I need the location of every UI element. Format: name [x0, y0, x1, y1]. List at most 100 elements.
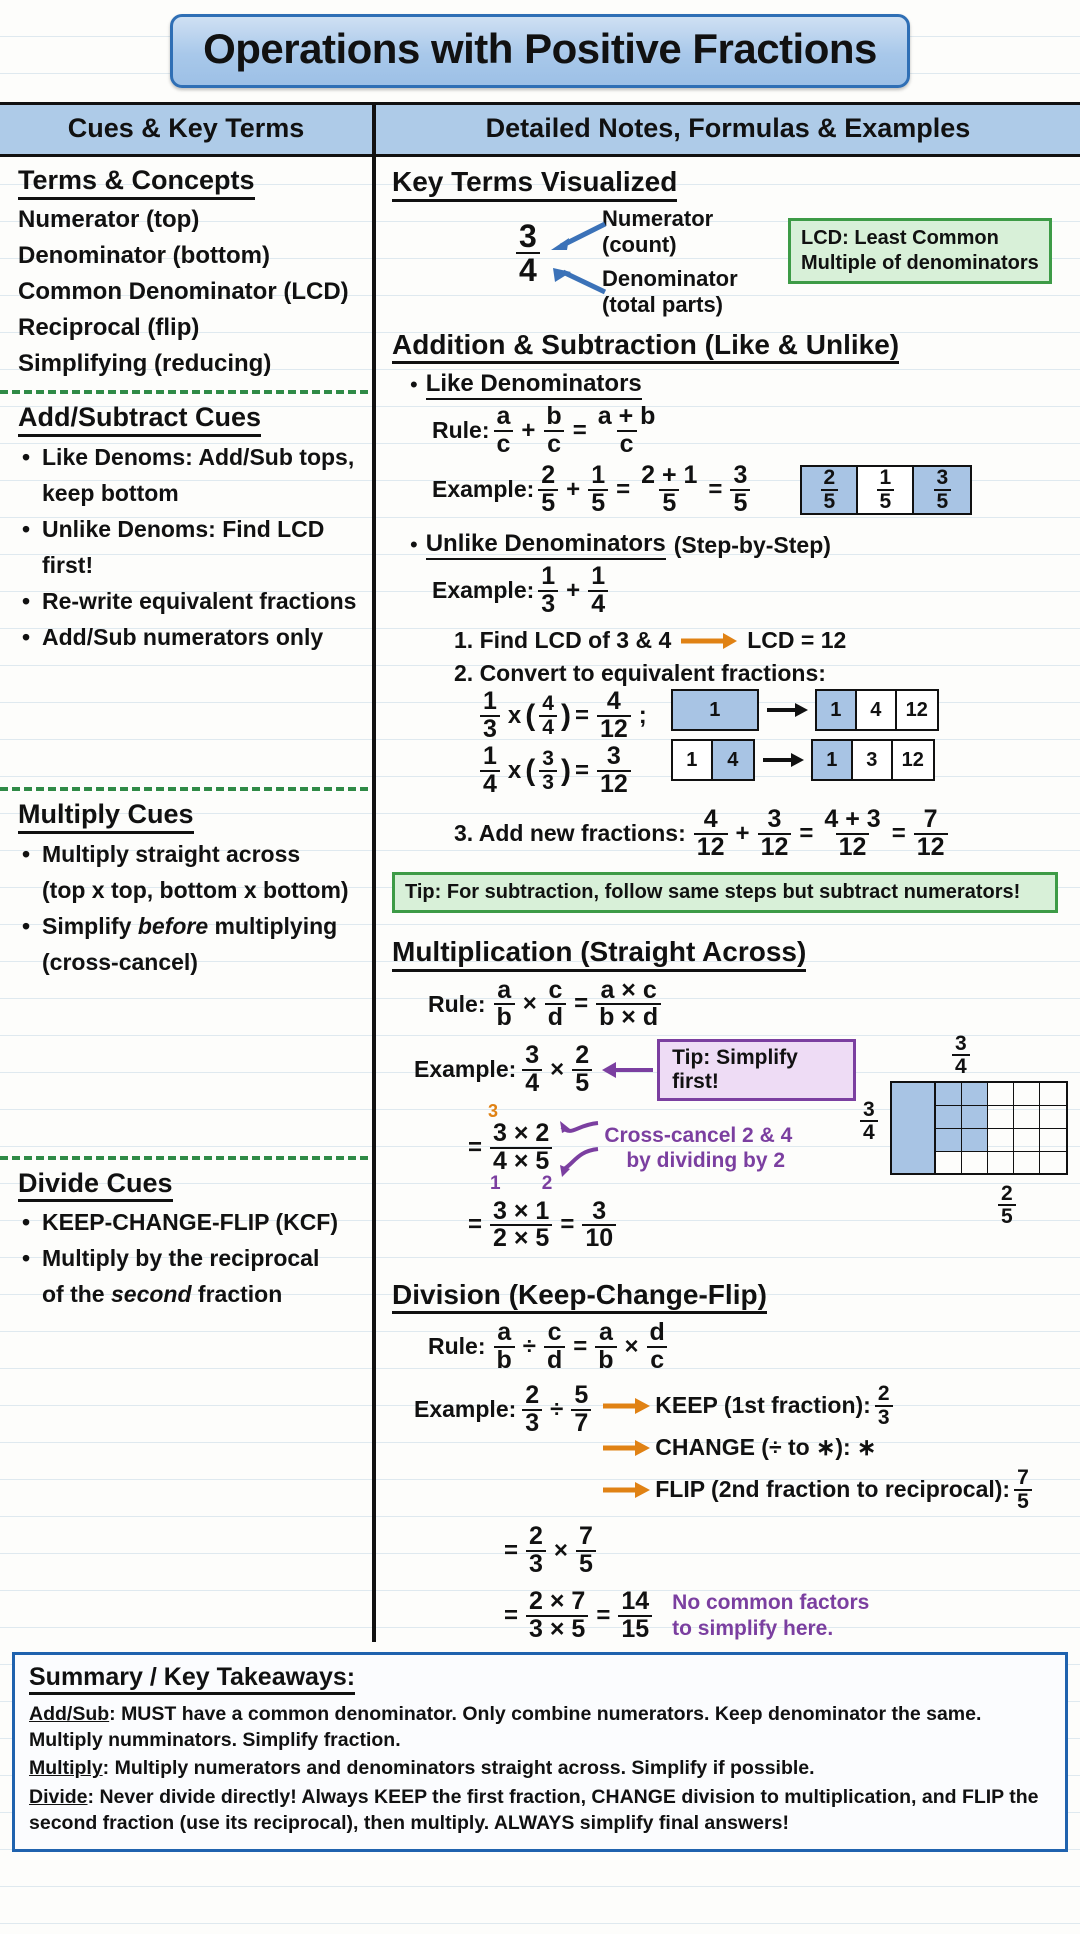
bullet-icon: •	[410, 372, 418, 398]
num: 3	[592, 1196, 607, 1225]
term-item: Denominator (bottom)	[18, 241, 270, 269]
den: 4	[539, 714, 557, 738]
num: 3	[955, 1031, 967, 1055]
den: b	[493, 1345, 515, 1374]
multiply-work: Example: 3 4 × 2 5	[392, 1031, 856, 1252]
step1-row: 1. Find LCD of 3 & 4 LCD = 12	[410, 627, 1066, 654]
multiply-cues-heading: Multiply Cues	[18, 799, 194, 834]
term-item: Simplifying (reducing)	[18, 349, 272, 377]
den: 5	[572, 1068, 593, 1097]
divide-cue-2-line1: Multiply by the reciprocal	[42, 1245, 320, 1272]
header-cues: Cues & Key Terms	[67, 113, 305, 143]
change-label: CHANGE (÷ to ∗): ∗	[655, 1434, 877, 1461]
times-operator: x	[507, 701, 522, 729]
summary-box: Summary / Key Takeaways: Add/Sub: MUST h…	[12, 1652, 1068, 1852]
unlike-denominators-subheading: Unlike Denominators	[425, 530, 666, 561]
den: 3	[522, 1408, 543, 1437]
bar-fraction: 1 5	[876, 467, 895, 512]
addsub-cues-heading: Add/Subtract Cues	[18, 402, 262, 437]
grid-cell	[936, 1128, 962, 1152]
conv2-result: 3 12	[596, 744, 631, 797]
bullet-icon: •	[410, 532, 418, 558]
area-grid	[934, 1080, 1068, 1175]
multiply-cue-2-emph: before	[137, 912, 209, 939]
paren-open: (	[525, 753, 536, 787]
grid-cell	[936, 1105, 962, 1129]
kcf-steps: KEEP (1st fraction): 2 3 CHANGE (÷	[601, 1383, 1036, 1512]
num: 2	[823, 466, 836, 490]
term-item: Reciprocal (flip)	[18, 313, 200, 341]
divide-operator: ÷	[550, 1395, 564, 1423]
bar-right-1: 1 4 12	[814, 689, 939, 732]
step3-fraction-2: 3 12	[757, 807, 792, 860]
example-fraction: 3 4	[516, 219, 540, 287]
den: 4	[588, 589, 609, 618]
divide-cue-2-line2-pre: of the	[42, 1281, 111, 1308]
num: 3	[542, 747, 554, 771]
equivalent-bar-row-1: 1 1 4 12	[670, 689, 939, 732]
num: a	[497, 1318, 512, 1347]
conversion-1: 1 3 x ( 4 4 ) =	[476, 689, 651, 742]
den: b	[493, 1003, 515, 1031]
num: c	[547, 1318, 562, 1347]
list-item: Multiply straight across (top x top, bot…	[18, 836, 362, 908]
section-divider-3	[0, 1155, 368, 1160]
num: 2	[529, 1522, 543, 1550]
equals-operator: =	[468, 1211, 483, 1239]
equals-operator: =	[468, 1133, 483, 1161]
terms-block: Terms & Concepts Numerator (top) Denomin…	[0, 165, 372, 382]
divide-note-line1: No common factors	[672, 1591, 870, 1615]
rule-label: Rule:	[428, 990, 486, 1017]
rule-fraction-b: b c	[543, 404, 565, 457]
num: 2	[525, 1381, 540, 1410]
den: 5	[933, 488, 952, 512]
grid-cell	[988, 1082, 1014, 1106]
divide-line1-row: = 2 3 × 7 5	[392, 1522, 1066, 1578]
cue-column: Terms & Concepts Numerator (top) Denomin…	[0, 157, 372, 1642]
multiply-example-area: Example: 3 4 × 2 5	[392, 1031, 1068, 1252]
den: 5	[538, 488, 559, 517]
divide-line1-fraction-2: 7 5	[575, 1523, 596, 1578]
addsub-section: Addition & Subtraction (Like & Unlike) •…	[392, 328, 1066, 914]
spacer	[0, 763, 372, 779]
den: 12	[835, 832, 870, 861]
equals-operator: =	[504, 1536, 519, 1564]
step3-label: 3. Add new fractions:	[454, 820, 686, 847]
den: d	[544, 1003, 567, 1031]
times-operator: ×	[522, 990, 537, 1018]
right-arrow-icon	[762, 753, 804, 768]
den: 7	[571, 1408, 592, 1437]
notes-column: Key Terms Visualized Numerator (count) 3…	[372, 157, 1080, 1642]
keyterms-section: Key Terms Visualized Numerator (count) 3…	[392, 165, 1066, 317]
equivalent-bar-models: 1 1 4 12	[670, 689, 939, 782]
keyterms-body: Numerator (count) 3 4	[392, 205, 1066, 317]
bar-cell: 1	[672, 691, 757, 730]
grid-cell	[962, 1151, 988, 1175]
div-example-fraction-2: 5 7	[571, 1383, 592, 1437]
grid-cell	[962, 1082, 988, 1106]
like-denominators-subheading: Like Denominators	[425, 370, 642, 401]
den: 4	[522, 1068, 543, 1097]
unlike-subheading-row: • Unlike Denominators (Step-by-Step)	[410, 530, 1066, 561]
mult-rule-fraction-c: c d	[544, 977, 567, 1031]
right-arrow-icon	[603, 1481, 651, 1498]
spacer	[0, 691, 372, 727]
equals-operator: =	[574, 990, 589, 1018]
num: 1	[483, 687, 497, 716]
conv1-multiplier: 4 4	[539, 693, 557, 738]
spacer	[0, 727, 372, 763]
numerator-label: Numerator (count)	[602, 205, 714, 257]
summary-addsub: Add/Sub: MUST have a common denominator.…	[29, 1702, 1051, 1753]
divide-cue-list: KEEP-CHANGE-FLIP (KCF) Multiply by the r…	[18, 1204, 362, 1312]
den: 3	[480, 714, 500, 743]
den: d	[543, 1345, 566, 1374]
den: 4	[480, 769, 500, 798]
num: 4	[703, 805, 718, 834]
den: 4 × 5	[490, 1146, 553, 1175]
num: 3	[733, 461, 748, 490]
example-label: Example:	[414, 1056, 517, 1083]
conversion-2: 1 4 x ( 3 3 ) =	[476, 744, 651, 797]
lcd-note-line1: LCD: Least Common	[801, 226, 999, 249]
den: 5	[575, 1549, 596, 1578]
